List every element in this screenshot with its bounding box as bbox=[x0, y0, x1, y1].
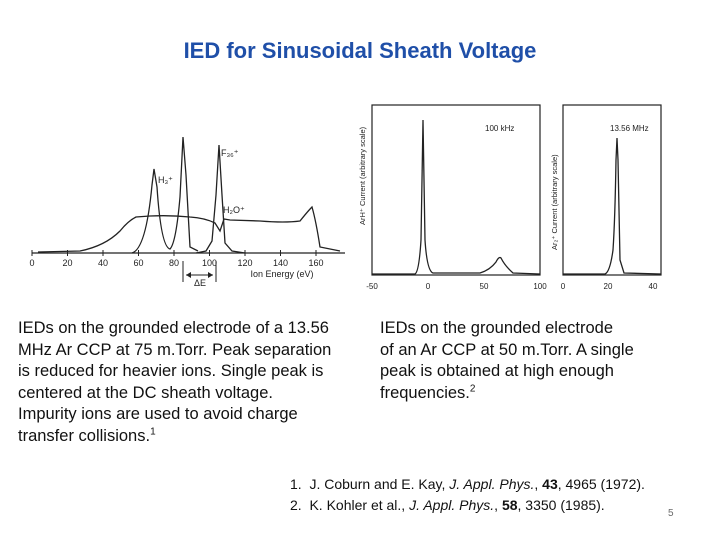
y-axis-label-mid: ArH⁺ Current (arbitrary scale) bbox=[358, 126, 367, 225]
reference-list: 1. J. Coburn and E. Kay, J. Appl. Phys.,… bbox=[290, 474, 645, 516]
x-tick-label: 40 bbox=[649, 282, 658, 291]
ied-figure-left: 0 20 40 60 80 100 120 140 160 H₃⁺ F₃₆⁺ H₂O⁺ ΔE I… bbox=[29, 136, 345, 288]
caption-right-line: of an Ar CCP at 50 m.Torr. A single bbox=[380, 340, 634, 359]
footnote-marker: 2 bbox=[469, 383, 476, 394]
ied-figure-1356mhz: 13.56 MHz Ar₂⁺ Current (arbitrary scale)… bbox=[550, 104, 662, 291]
caption-right: IEDs on the grounded electrode of an Ar … bbox=[380, 318, 700, 404]
x-tick-label: 40 bbox=[98, 258, 108, 268]
x-tick-label: 50 bbox=[480, 282, 489, 291]
x-tick-label: 0 bbox=[561, 282, 566, 291]
h2o-ion-distribution bbox=[37, 205, 341, 253]
x-tick-label: 60 bbox=[133, 258, 143, 268]
x-tick-label: 0 bbox=[29, 258, 34, 268]
y-axis-label-right: Ar₂⁺ Current (arbitrary scale) bbox=[550, 154, 559, 250]
arh-ion-distribution bbox=[372, 119, 541, 275]
footnote-marker: 1 bbox=[150, 426, 156, 437]
x-tick-label: 80 bbox=[169, 258, 179, 268]
x-tick-label: 100 bbox=[533, 282, 547, 291]
freq-label-100khz: 100 kHz bbox=[485, 124, 514, 133]
x-tick-label: 20 bbox=[62, 258, 72, 268]
caption-right-line: frequencies. bbox=[380, 383, 470, 402]
label-heavy-ion: F₃₆⁺ bbox=[221, 148, 239, 158]
page-number: 5 bbox=[668, 508, 674, 519]
reference-item: 2. K. Kohler et al., J. Appl. Phys., 58,… bbox=[290, 497, 605, 513]
caption-left-line: centered at the DC sheath voltage. bbox=[18, 383, 273, 402]
label-h3-ion: H₃⁺ bbox=[158, 175, 173, 185]
x-tick-label: 160 bbox=[308, 258, 323, 268]
x-tick-label: -50 bbox=[366, 282, 378, 291]
x-tick-label: 0 bbox=[426, 282, 431, 291]
caption-left-line: is reduced for heavier ions. Single peak… bbox=[18, 362, 324, 380]
delta-e-label: ΔE bbox=[194, 278, 206, 288]
freq-label-1356mhz: 13.56 MHz bbox=[610, 124, 649, 133]
label-h2o-ion: H₂O⁺ bbox=[223, 205, 245, 215]
x-axis-label-left: Ion Energy (eV) bbox=[250, 269, 313, 279]
x-tick-label: 20 bbox=[604, 282, 613, 291]
slide-title: IED for Sinusoidal Sheath Voltage bbox=[183, 38, 537, 63]
x-tick-label: 120 bbox=[237, 258, 252, 268]
ied-figure-100khz: 100 kHz ArH⁺ Current (arbitrary scale) -… bbox=[358, 104, 547, 291]
caption-left: IEDs on the grounded electrode of a 13.5… bbox=[18, 318, 363, 447]
caption-left-line: MHz Ar CCP at 75 m.Torr. Peak separation bbox=[18, 340, 332, 359]
heavy-ion-distribution bbox=[195, 144, 246, 254]
reference-item: 1. J. Coburn and E. Kay, J. Appl. Phys.,… bbox=[290, 476, 645, 492]
ar2-ion-distribution bbox=[563, 137, 662, 275]
caption-right-line: peak is obtained at high enough bbox=[380, 362, 614, 380]
caption-left-line: IEDs on the grounded electrode of a 13.5… bbox=[18, 319, 329, 337]
h3-ion-distribution bbox=[131, 136, 199, 254]
caption-left-line: Impurity ions are used to avoid charge bbox=[18, 405, 298, 423]
caption-left-line: transfer collisions. bbox=[18, 426, 151, 445]
x-tick-label: 100 bbox=[202, 258, 217, 268]
caption-right-line: IEDs on the grounded electrode bbox=[380, 319, 613, 337]
x-tick-label: 140 bbox=[273, 258, 288, 268]
